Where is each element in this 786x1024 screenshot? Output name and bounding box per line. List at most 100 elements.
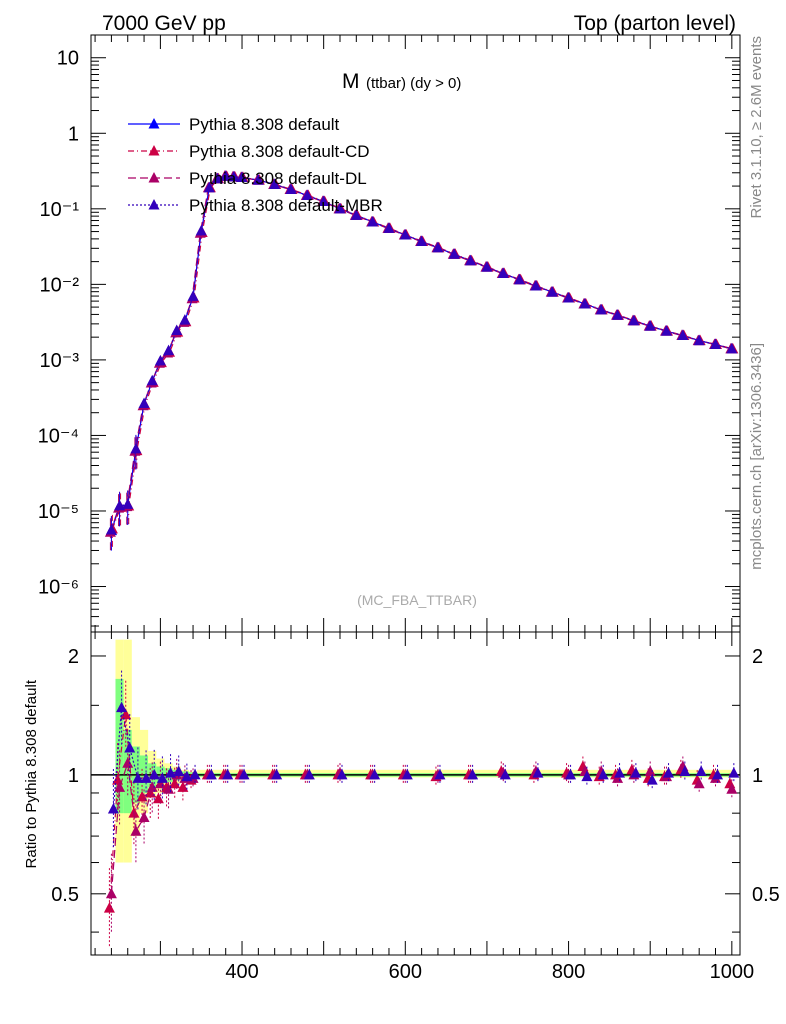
ratio-point-dl (130, 825, 142, 836)
ratio-point-mbr (499, 768, 511, 780)
legend-label-default: Pythia 8.308 default (189, 115, 340, 134)
main-point-mbr (595, 303, 607, 315)
header-left: 7000 GeV pp (102, 12, 226, 35)
main-point-mbr (105, 523, 117, 535)
ratio-y-tick-label-right: 1 (752, 765, 763, 787)
legend-marker-cd (148, 145, 160, 156)
main-point-mbr (530, 280, 542, 291)
main-y-tick-label: 10⁻³ (40, 350, 80, 372)
main-point-mbr (171, 324, 183, 336)
ratio-point-mbr (107, 802, 119, 814)
main-point-mbr (334, 202, 346, 214)
main-point-mbr (383, 222, 395, 233)
main-point-mbr (661, 325, 673, 336)
x-tick-label: 400 (225, 961, 258, 983)
ratio-point-mbr (679, 765, 691, 776)
ratio-point-mbr (663, 767, 675, 778)
main-point-mbr (579, 297, 591, 309)
watermark: (MC_FBA_TTBAR) (357, 592, 477, 608)
ratio-point-cd (177, 781, 189, 792)
ratio-point-mbr (581, 770, 593, 782)
legend-label-dl: Pythia 8.308 default-DL (189, 169, 367, 188)
main-point-mbr (146, 374, 158, 386)
ratio-point-mbr (124, 741, 136, 753)
source-label: mcplots.cern.ch [arXiv:1306.3436] (748, 343, 765, 570)
ratio-point-dl (726, 783, 738, 794)
ratio-point-dl (105, 887, 117, 899)
main-line-mbr (110, 175, 732, 531)
ratio-point-mbr (712, 768, 724, 780)
main-point-mbr (399, 229, 411, 240)
main-point-mbr (367, 215, 379, 227)
main-point-mbr (677, 329, 689, 341)
main-point-mbr (448, 248, 460, 259)
chart-title-sub: (ttbar) (dy > 0) (366, 75, 461, 92)
ratio-point-mbr (597, 768, 609, 780)
main-point-mbr (644, 320, 656, 331)
main-point-mbr (130, 442, 142, 454)
legend-label-cd: Pythia 8.308 default-CD (189, 142, 370, 161)
ratio-point-mbr (369, 768, 381, 780)
ratio-point-dl (163, 783, 175, 794)
ratio-point-cd (169, 777, 181, 789)
main-point-mbr (187, 290, 199, 301)
main-point-mbr (710, 338, 722, 349)
ratio-point-mbr (173, 765, 185, 776)
ratio-point-mbr (467, 768, 479, 780)
ratio-point-cd (120, 708, 132, 720)
ratio-point-dl (146, 781, 158, 792)
ratio-point-mbr (532, 767, 544, 778)
ratio-point-mbr (156, 772, 168, 783)
main-point-mbr (628, 314, 640, 326)
legend-marker-dl (148, 172, 160, 183)
ratio-point-dl (122, 757, 134, 768)
main-y-tick-label: 10⁻² (40, 274, 80, 296)
main-point-mbr (416, 235, 428, 246)
main-point-mbr (350, 209, 362, 220)
legend: Pythia 8.308 default Pythia 8.308 default… (128, 115, 383, 215)
x-tick-label: 600 (389, 961, 422, 983)
ratio-point-mbr (165, 767, 177, 778)
ratio-point-dl (114, 781, 126, 792)
ratio-point-mbr (140, 772, 152, 783)
main-point-mbr (301, 189, 313, 201)
legend-marker-default (148, 118, 160, 129)
x-tick-label: 800 (552, 961, 585, 983)
main-y-tick-label: 10⁻⁶ (38, 577, 79, 599)
main-point-mbr (546, 286, 558, 297)
main-point-mbr (236, 171, 248, 182)
main-panel: 10 1 10⁻¹ 10⁻² 10⁻³ 10⁻⁴ 10⁻⁵ 10⁻⁶ (38, 34, 741, 633)
chart-title: M (ttbar) (dy > 0) (342, 70, 461, 93)
ratio-point-mbr (222, 768, 234, 780)
ratio-point-dl (138, 811, 150, 823)
ratio-point-mbr (132, 772, 144, 783)
main-point-mbr (285, 183, 297, 195)
ratio-point-cd (112, 774, 124, 785)
main-point-mbr (693, 334, 705, 346)
ratio-y-tick-label-right: 0.5 (752, 884, 780, 906)
main-y-tick-label: 10 (57, 48, 79, 70)
ratio-point-mbr (238, 768, 250, 780)
ratio-frame (90, 631, 741, 956)
main-y-tick-label: 1 (68, 123, 79, 145)
main-point-mbr (563, 291, 575, 303)
ratio-point-cd (152, 792, 164, 804)
legend-marker-mbr (148, 199, 160, 210)
main-point-mbr (481, 261, 493, 272)
ratio-y-tick-label-right: 2 (752, 646, 763, 668)
ratio-point-mbr (434, 768, 446, 780)
main-line-default (110, 175, 732, 531)
main-point-mbr (122, 498, 134, 509)
main-point-mbr (220, 170, 232, 181)
ratio-point-mbr (401, 768, 413, 780)
main-point-mbr (154, 354, 166, 366)
main-point-mbr (163, 344, 175, 356)
main-point-mbr (497, 267, 509, 279)
ratio-point-dl (644, 765, 656, 776)
main-point-mbr (195, 224, 207, 236)
ratio-point-cd (103, 902, 115, 913)
main-point-mbr (228, 170, 240, 182)
ratio-point-mbr (271, 768, 283, 780)
ratio-point-mbr (181, 770, 193, 782)
